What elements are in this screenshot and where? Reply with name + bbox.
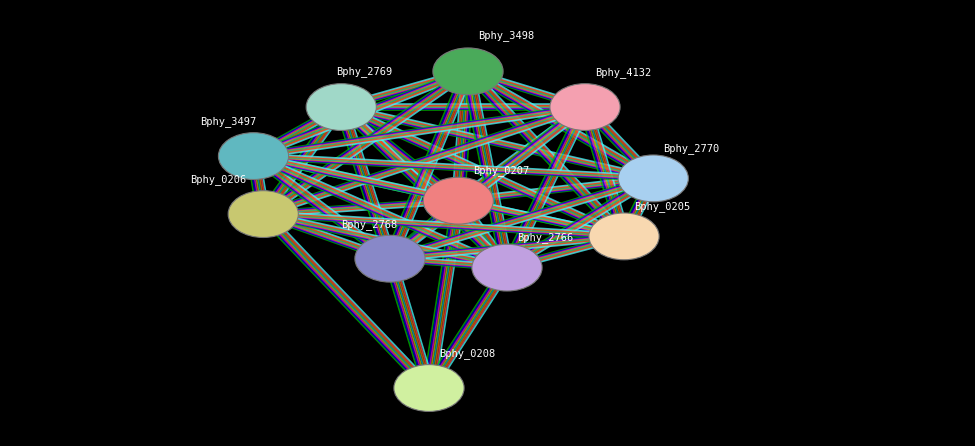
Ellipse shape xyxy=(355,235,425,282)
Ellipse shape xyxy=(306,84,376,131)
Text: Bphy_2768: Bphy_2768 xyxy=(341,219,398,230)
Text: Bphy_0205: Bphy_0205 xyxy=(634,201,690,212)
Ellipse shape xyxy=(550,84,620,131)
Text: Bphy_4132: Bphy_4132 xyxy=(595,67,651,78)
Ellipse shape xyxy=(472,244,542,291)
Ellipse shape xyxy=(394,365,464,411)
Text: Bphy_2766: Bphy_2766 xyxy=(517,232,573,243)
Ellipse shape xyxy=(423,177,493,224)
Text: Bphy_3497: Bphy_3497 xyxy=(200,116,256,127)
Text: Bphy_0207: Bphy_0207 xyxy=(473,165,529,176)
Ellipse shape xyxy=(589,213,659,260)
Text: Bphy_2770: Bphy_2770 xyxy=(663,143,720,154)
Text: Bphy_0206: Bphy_0206 xyxy=(190,174,247,185)
Ellipse shape xyxy=(218,132,289,179)
Ellipse shape xyxy=(433,48,503,95)
Text: Bphy_2769: Bphy_2769 xyxy=(336,66,393,77)
Text: Bphy_3498: Bphy_3498 xyxy=(478,30,534,41)
Ellipse shape xyxy=(618,155,688,202)
Ellipse shape xyxy=(228,190,298,237)
Text: Bphy_0208: Bphy_0208 xyxy=(439,348,495,359)
